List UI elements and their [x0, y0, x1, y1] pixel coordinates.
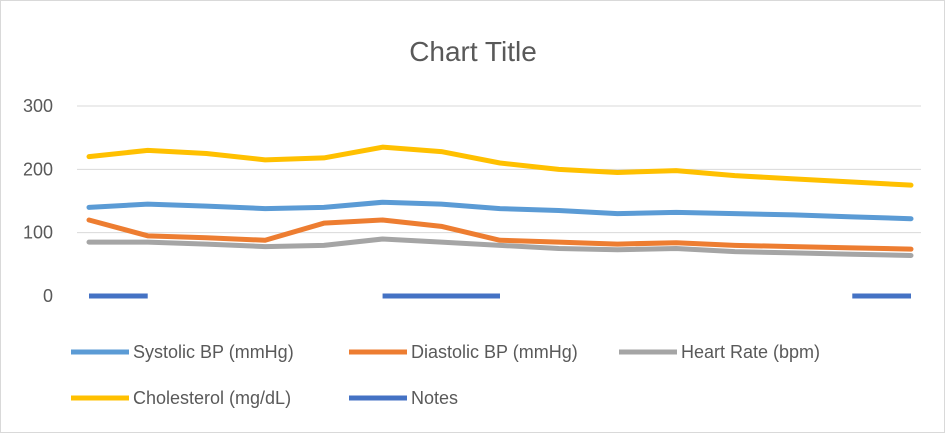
- legend: Systolic BP (mmHg) Diastolic BP (mmHg) Hea…: [71, 342, 820, 408]
- y-tick-label: 200: [23, 159, 53, 179]
- series-line-cholesterol-mg-dl: [86, 144, 914, 188]
- y-tick-label: 100: [23, 223, 53, 243]
- y-tick-label: 300: [23, 96, 53, 116]
- series-lines: [86, 144, 914, 299]
- legend-label: Systolic BP (mmHg): [133, 342, 294, 362]
- y-tick-label: 0: [43, 286, 53, 306]
- series-line-heart-rate-bpm: [86, 236, 914, 258]
- legend-label: Diastolic BP (mmHg): [411, 342, 578, 362]
- legend-label: Cholesterol (mg/dL): [133, 388, 291, 408]
- chart-title: Chart Title: [409, 36, 537, 67]
- series-line-systolic-bp-mmhg: [86, 199, 914, 222]
- gridlines: [77, 105, 921, 234]
- legend-label: Heart Rate (bpm): [681, 342, 820, 362]
- legend-label: Notes: [411, 388, 458, 408]
- y-axis-ticks: 0 100 200 300: [23, 96, 53, 306]
- series-line-diastolic-bp-mmhg: [86, 217, 914, 252]
